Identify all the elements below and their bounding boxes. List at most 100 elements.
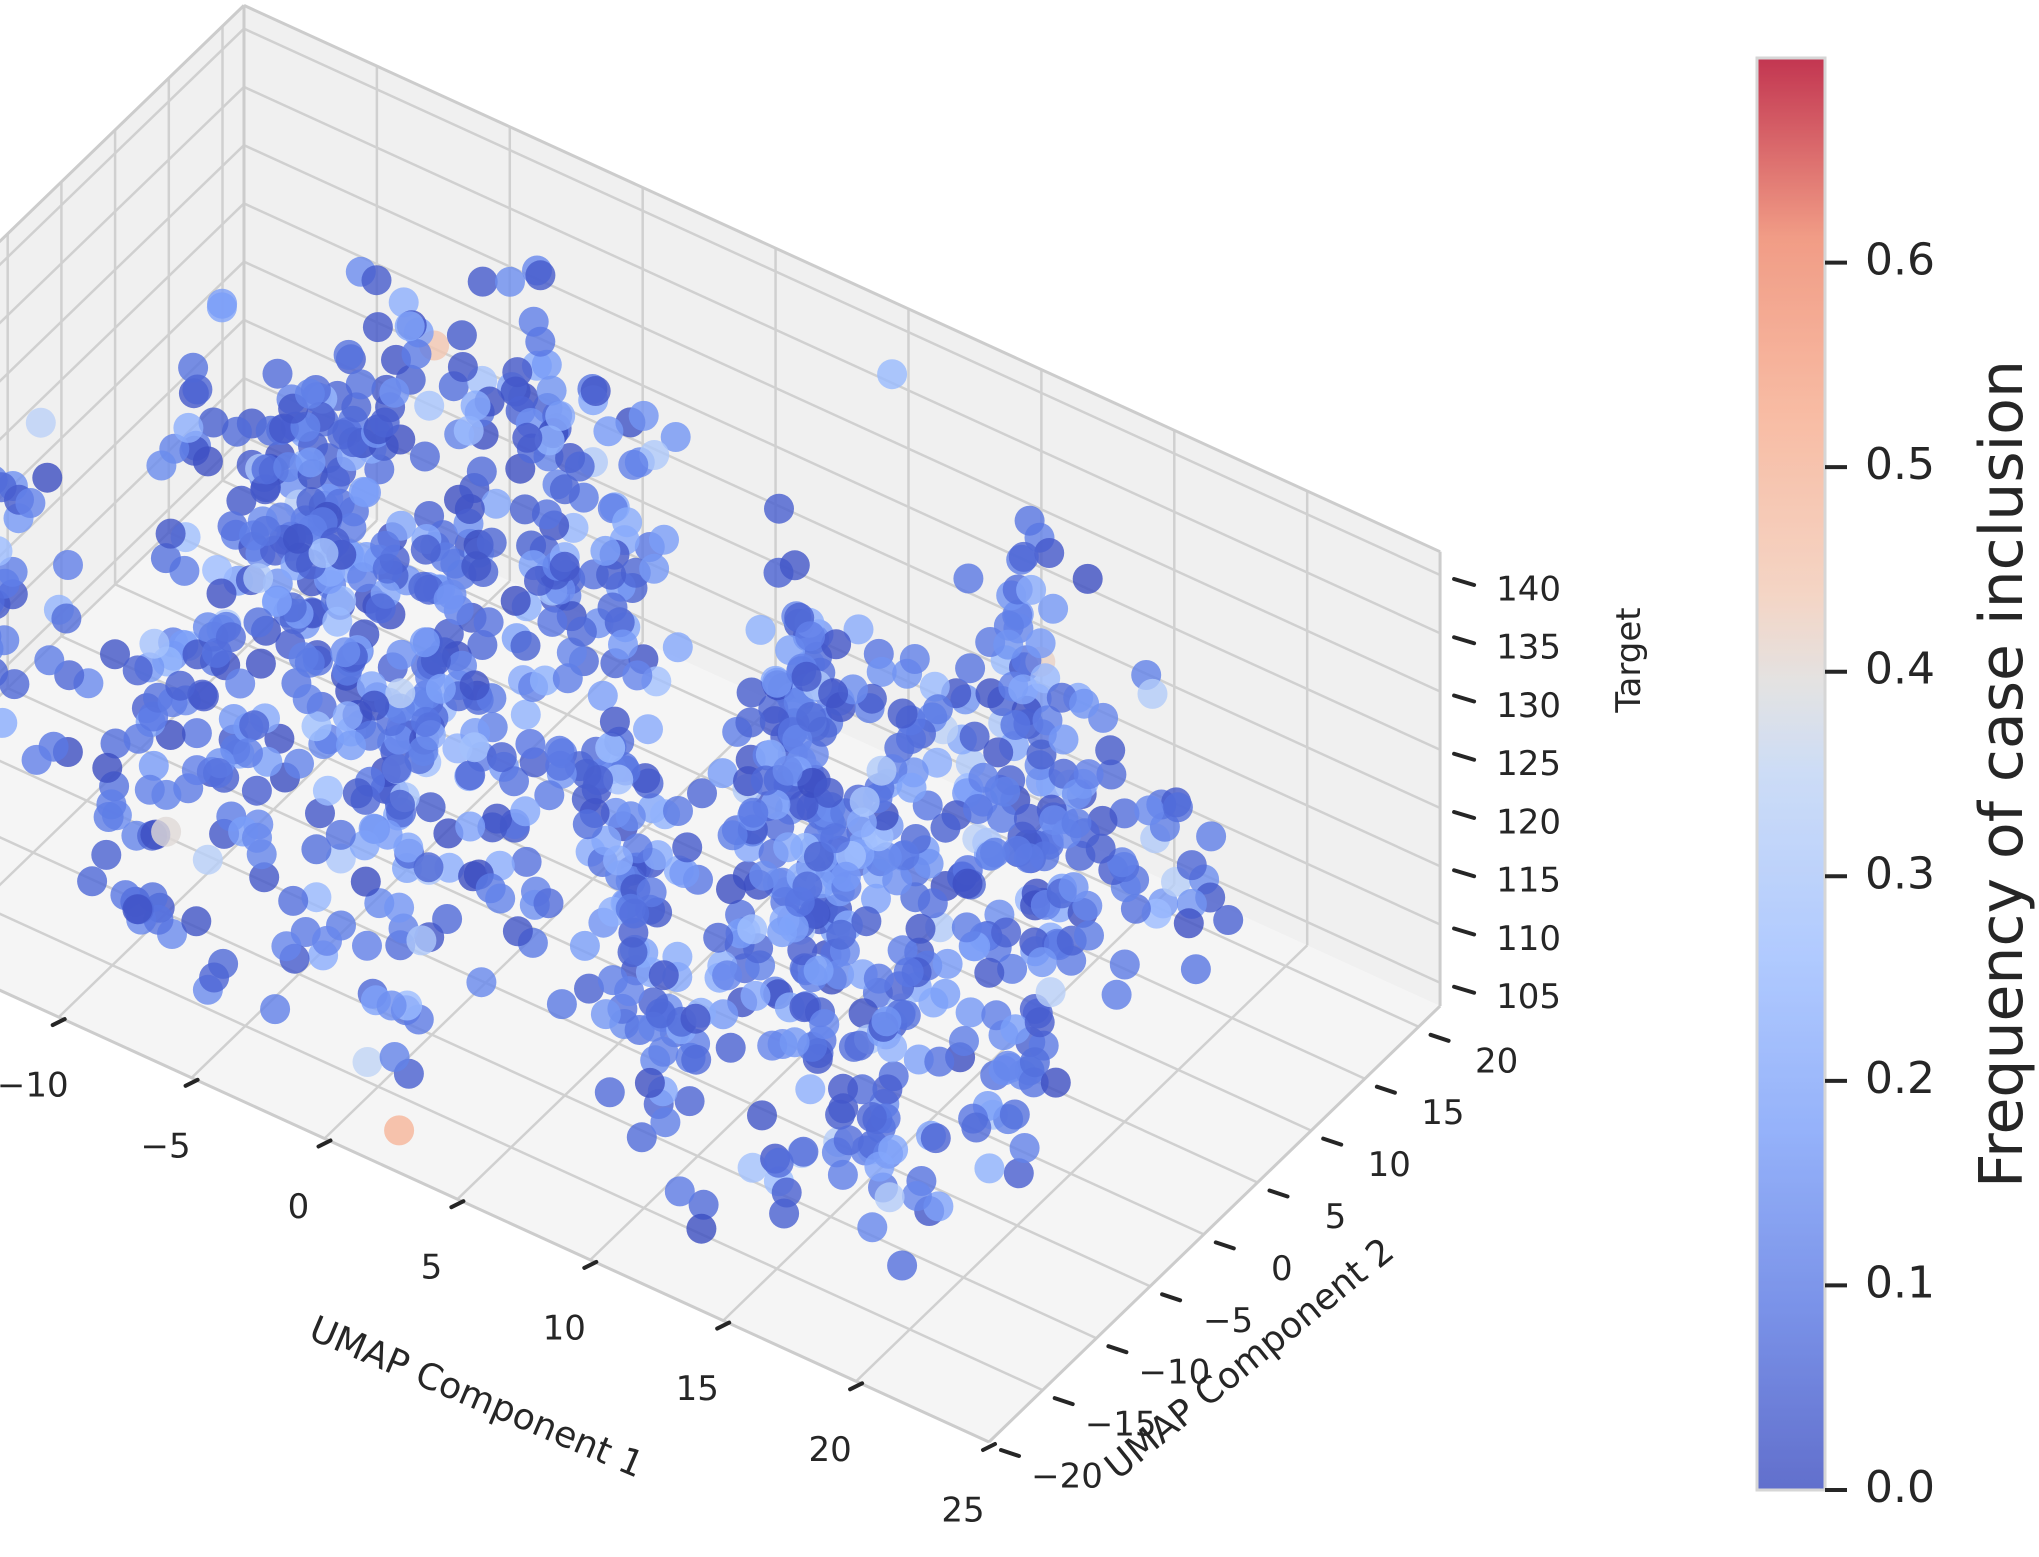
data-point: [549, 551, 580, 582]
data-point: [878, 1134, 909, 1165]
colorbar-gradient: [1755, 56, 1827, 1492]
data-point: [664, 1176, 695, 1207]
data-point: [481, 488, 512, 519]
data-point: [545, 401, 576, 431]
data-point: [717, 820, 748, 851]
data-point: [544, 735, 575, 766]
data-point: [968, 762, 999, 793]
data-point: [384, 1115, 415, 1146]
data-point: [688, 1189, 719, 1220]
data-point: [386, 510, 416, 541]
x-axis-label: UMAP Component 1: [303, 1308, 649, 1486]
data-point: [552, 663, 583, 694]
data-point: [590, 999, 621, 1030]
x-tick-label: 5: [421, 1248, 443, 1288]
data-point: [206, 578, 237, 609]
data-point: [901, 1181, 932, 1211]
data-point: [510, 630, 541, 661]
data-point: [537, 606, 568, 637]
data-point: [813, 777, 844, 808]
data-point: [500, 585, 531, 616]
data-point: [384, 892, 415, 923]
z-tick-mark: [1452, 868, 1477, 879]
x-tick-mark: [50, 1017, 67, 1028]
data-point: [778, 912, 809, 943]
data-point: [453, 415, 484, 446]
colorbar-ticks: 0.0 0.1 0.2 0.3 0.4 0.5 0.6: [1825, 235, 1935, 1513]
data-point: [352, 930, 382, 961]
data-point: [917, 888, 948, 919]
data-point: [828, 1073, 858, 1104]
data-point: [278, 885, 309, 916]
data-point: [590, 535, 621, 566]
data-point: [534, 425, 565, 456]
data-point: [622, 660, 653, 691]
data-point: [1048, 724, 1079, 755]
gridline: [243, 27, 1441, 577]
data-point: [511, 846, 542, 877]
z-tick-label: 135: [1496, 628, 1561, 668]
data-point: [1013, 803, 1044, 834]
data-point: [77, 866, 108, 897]
data-point: [188, 681, 219, 712]
data-point: [245, 648, 276, 679]
data-point: [1107, 847, 1138, 878]
z-tick-label: 140: [1496, 569, 1561, 609]
data-point: [207, 288, 238, 319]
data-point: [123, 723, 154, 754]
data-point: [899, 644, 930, 674]
data-point: [358, 813, 389, 844]
data-point: [1000, 1014, 1031, 1045]
data-point: [512, 422, 543, 453]
data-point: [0, 707, 18, 738]
data-point: [736, 677, 767, 708]
x-tick-label: −10: [0, 1066, 69, 1106]
data-point: [882, 865, 913, 896]
axis-ticks: −20−15−10−50510152025−20−15−10−505101520…: [0, 569, 1561, 1530]
data-point: [305, 798, 335, 829]
data-point: [1213, 905, 1244, 935]
data-point: [0, 669, 30, 700]
data-point: [294, 647, 325, 678]
data-point: [181, 718, 212, 749]
data-point: [932, 948, 963, 979]
data-point: [649, 524, 679, 555]
data-point: [499, 766, 529, 797]
gridline: [0, 319, 245, 558]
data-point: [502, 916, 533, 947]
z-tick-mark: [1452, 809, 1477, 820]
data-point: [983, 737, 1014, 768]
data-point: [1009, 1133, 1040, 1163]
data-point: [379, 377, 410, 408]
data-point: [525, 326, 556, 357]
data-point: [617, 937, 648, 968]
x-tick-mark: [449, 1199, 466, 1210]
data-point: [764, 493, 794, 524]
data-point: [784, 886, 815, 917]
data-point: [433, 584, 464, 615]
data-point: [773, 832, 804, 863]
data-point: [1038, 593, 1069, 624]
data-point: [580, 376, 611, 406]
data-point: [338, 427, 369, 458]
data-point: [1035, 977, 1066, 1008]
data-point: [325, 843, 356, 874]
x-tick-label: −5: [141, 1126, 191, 1166]
data-point: [993, 629, 1024, 660]
data-point: [53, 550, 83, 580]
data-point: [459, 732, 490, 763]
gridline: [243, 318, 1441, 868]
data-point: [243, 563, 274, 594]
data-point: [843, 614, 874, 645]
data-point: [820, 823, 851, 854]
data-point: [953, 563, 984, 594]
data-point: [866, 755, 897, 786]
data-point: [408, 736, 439, 766]
data-point: [301, 834, 332, 865]
data-point: [260, 994, 291, 1025]
data-point: [600, 797, 631, 828]
y-tick-mark: [999, 1448, 1021, 1458]
data-point: [408, 571, 439, 602]
data-point: [919, 671, 950, 702]
data-point: [122, 655, 153, 686]
